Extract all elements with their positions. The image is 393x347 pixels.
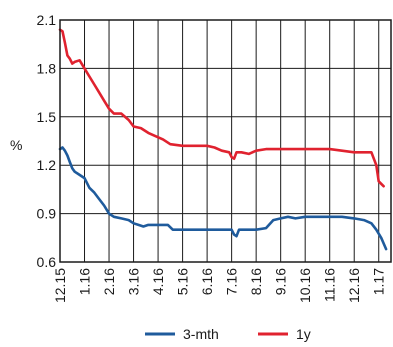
- grid: [59, 19, 391, 263]
- x-tick-label: 7.16: [224, 268, 240, 295]
- plot-frame: [59, 19, 392, 263]
- y-tick-label: 1.2: [37, 157, 57, 173]
- y-tick-label: 1.8: [37, 60, 57, 76]
- x-tick-label: 2.16: [101, 268, 117, 295]
- y-tick-label: 0.6: [37, 254, 57, 270]
- y-tick-label: 0.9: [37, 206, 57, 222]
- x-tick-label: 8.16: [248, 268, 264, 295]
- series-group: [58, 28, 388, 251]
- y-axis-label: %: [10, 137, 22, 153]
- y-axis: 0.6 0.9 1.2 1.5 1.8 2.1: [37, 12, 57, 270]
- y-tick-label: 1.5: [37, 109, 57, 125]
- x-tick-label: 4.16: [150, 268, 166, 295]
- series-line-1y: [58, 28, 385, 188]
- x-axis: 12.15 1.16 2.16 3.16 4.16 5.16 6.16 7.16 8.16 9.1…: [52, 268, 387, 303]
- x-tick-label: 3.16: [126, 268, 142, 295]
- x-tick-label: 9.16: [273, 268, 289, 295]
- x-tick-label: 1.16: [77, 268, 93, 295]
- legend: 3-mth 1y: [145, 326, 311, 342]
- legend-label: 1y: [296, 326, 311, 342]
- series-line-3-mth: [58, 146, 388, 251]
- x-tick-label: 12.15: [52, 268, 68, 303]
- x-tick-label: 6.16: [199, 268, 215, 295]
- y-tick-label: 2.1: [37, 12, 57, 28]
- x-tick-label: 1.17: [371, 268, 387, 295]
- x-tick-label: 5.16: [175, 268, 191, 295]
- x-tick-label: 12.16: [346, 268, 362, 303]
- x-tick-label: 10.16: [297, 268, 313, 303]
- x-tick-label: 11.16: [322, 268, 338, 302]
- legend-label: 3-mth: [183, 326, 219, 342]
